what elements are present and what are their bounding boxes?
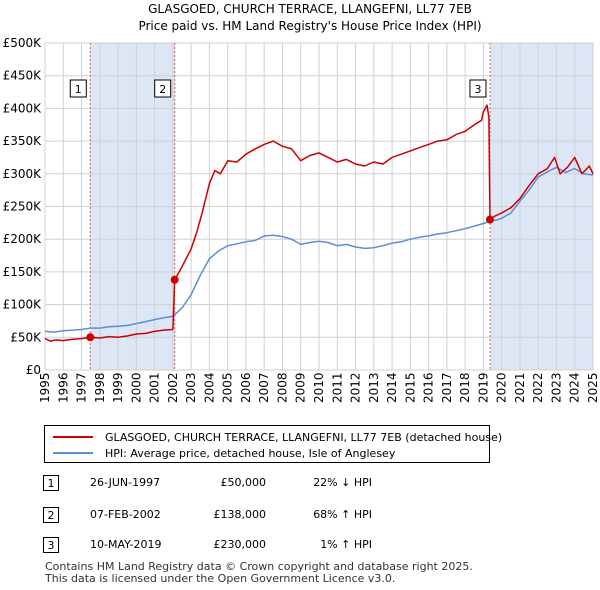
- footer-copyright: Contains HM Land Registry data © Crown c…: [45, 560, 473, 573]
- legend-label-property: GLASGOED, CHURCH TERRACE, LLANGEFNI, LL7…: [105, 430, 503, 444]
- x-tick-label: 2010: [312, 372, 326, 403]
- sale-date: 07-FEB-2002: [90, 508, 161, 521]
- x-tick-label: 1995: [38, 372, 52, 403]
- x-tick-label: 2011: [330, 372, 344, 403]
- x-tick-label: 2012: [349, 372, 363, 403]
- x-tick-label: 2024: [568, 372, 582, 403]
- sale-label: 3: [474, 83, 481, 96]
- sale-label: 1: [75, 83, 82, 96]
- series-line: [44, 166, 594, 333]
- sale-label-box: [154, 79, 172, 98]
- x-tick-label: 2008: [275, 372, 289, 403]
- y-tick-label: £350K: [3, 134, 43, 148]
- sale-number-badge: 1: [43, 475, 59, 491]
- chart-subtitle: Price paid vs. HM Land Registry's House …: [138, 19, 481, 33]
- x-tick-label: 2017: [440, 372, 454, 403]
- sale-labels: 1 2 3: [69, 79, 487, 98]
- y-tick-label: £450K: [3, 69, 43, 83]
- grid: [44, 42, 594, 371]
- legend-item-hpi: HPI: Average price, detached house, Isle…: [53, 445, 395, 461]
- sale-points: [86, 215, 494, 342]
- x-tick-label: 2018: [458, 372, 472, 403]
- sale-point: [485, 215, 494, 224]
- y-tick-label: £100K: [3, 298, 43, 312]
- sale-number-badge: 2: [43, 507, 59, 523]
- x-tick-label: 2020: [495, 372, 509, 403]
- x-tick-label: 2006: [239, 372, 253, 403]
- sale-row: 1 26-JUN-1997 £50,000 22% ↓ HPI: [0, 474, 600, 494]
- x-tick-label: 2015: [403, 372, 417, 403]
- legend-swatch-property: [53, 436, 93, 438]
- x-tick-label: 2002: [166, 372, 180, 403]
- sale-price: £138,000: [213, 508, 267, 521]
- series-lines: [44, 104, 594, 342]
- y-tick-label: £150K: [3, 265, 43, 279]
- x-tick-label: 2005: [221, 372, 235, 403]
- sale-point: [170, 275, 179, 284]
- x-tick-label: 2022: [531, 372, 545, 403]
- x-tick-label: 2009: [294, 372, 308, 403]
- x-tick-label: 2001: [148, 372, 162, 403]
- sale-label-box: [469, 79, 487, 98]
- sale-date: 10-MAY-2019: [90, 538, 162, 551]
- y-tick-label: £300K: [3, 167, 43, 181]
- sale-row: 3 10-MAY-2019 £230,000 1% ↑ HPI: [0, 536, 600, 556]
- sale-number-badge: 3: [43, 537, 59, 553]
- sale-price: £50,000: [220, 476, 267, 489]
- x-tick-label: 1996: [56, 372, 70, 403]
- y-tick-label: £0: [26, 363, 41, 377]
- legend-item-property: GLASGOED, CHURCH TERRACE, LLANGEFNI, LL7…: [53, 429, 502, 445]
- sale-label: 2: [159, 83, 166, 96]
- footer-licence: This data is licensed under the Open Gov…: [45, 572, 396, 585]
- x-tick-label: 2003: [184, 372, 198, 403]
- y-tick-label: £500K: [3, 36, 43, 50]
- sale-point: [86, 333, 95, 342]
- x-tick-label: 2019: [476, 372, 490, 403]
- legend-label-hpi: HPI: Average price, detached house, Isle…: [105, 446, 396, 460]
- sale-hpi-change: 22% ↓ HPI: [313, 476, 372, 489]
- legend-swatch-hpi: [53, 452, 93, 454]
- x-tick-label: 2016: [422, 372, 436, 403]
- legend: GLASGOED, CHURCH TERRACE, LLANGEFNI, LL7…: [44, 425, 502, 463]
- x-tick-label: 2004: [202, 372, 216, 403]
- x-tick-label: 2025: [586, 372, 600, 403]
- series-line: [44, 104, 594, 342]
- sale-price: £230,000: [213, 538, 267, 551]
- x-tick-label: 2000: [129, 372, 143, 403]
- x-tick-label: 2007: [257, 372, 271, 403]
- y-tick-label: £200K: [3, 232, 43, 246]
- x-tick-label: 2014: [385, 372, 399, 403]
- sale-row: 2 07-FEB-2002 £138,000 68% ↑ HPI: [0, 506, 600, 526]
- footer: Contains HM Land Registry data © Crown c…: [45, 561, 473, 585]
- price-chart: GLASGOED, CHURCH TERRACE, LLANGEFNI, LL7…: [3, 2, 600, 403]
- y-axis-ticks: £0 £50K £100K £150K £200K £250K £300K £350K £400…: [3, 36, 43, 377]
- sale-hpi-change: 1% ↑ HPI: [320, 538, 372, 551]
- y-tick-label: £400K: [3, 101, 43, 115]
- y-tick-label: £250K: [3, 200, 43, 214]
- x-axis-ticks: 1995 1996 1997 1998 1999 2000 2001 2002 2003 2004…: [38, 372, 600, 403]
- x-tick-label: 2013: [367, 372, 381, 403]
- x-tick-label: 2021: [513, 372, 527, 403]
- x-tick-label: 1998: [93, 372, 107, 403]
- sale-hpi-change: 68% ↑ HPI: [313, 508, 372, 521]
- sale-date: 26-JUN-1997: [90, 476, 161, 489]
- sale-label-box: [69, 79, 87, 98]
- y-tick-label: £50K: [10, 330, 42, 344]
- chart-title: GLASGOED, CHURCH TERRACE, LLANGEFNI, LL7…: [148, 2, 472, 16]
- x-tick-label: 1999: [111, 372, 125, 403]
- x-tick-label: 1997: [75, 372, 89, 403]
- x-tick-label: 2023: [549, 372, 563, 403]
